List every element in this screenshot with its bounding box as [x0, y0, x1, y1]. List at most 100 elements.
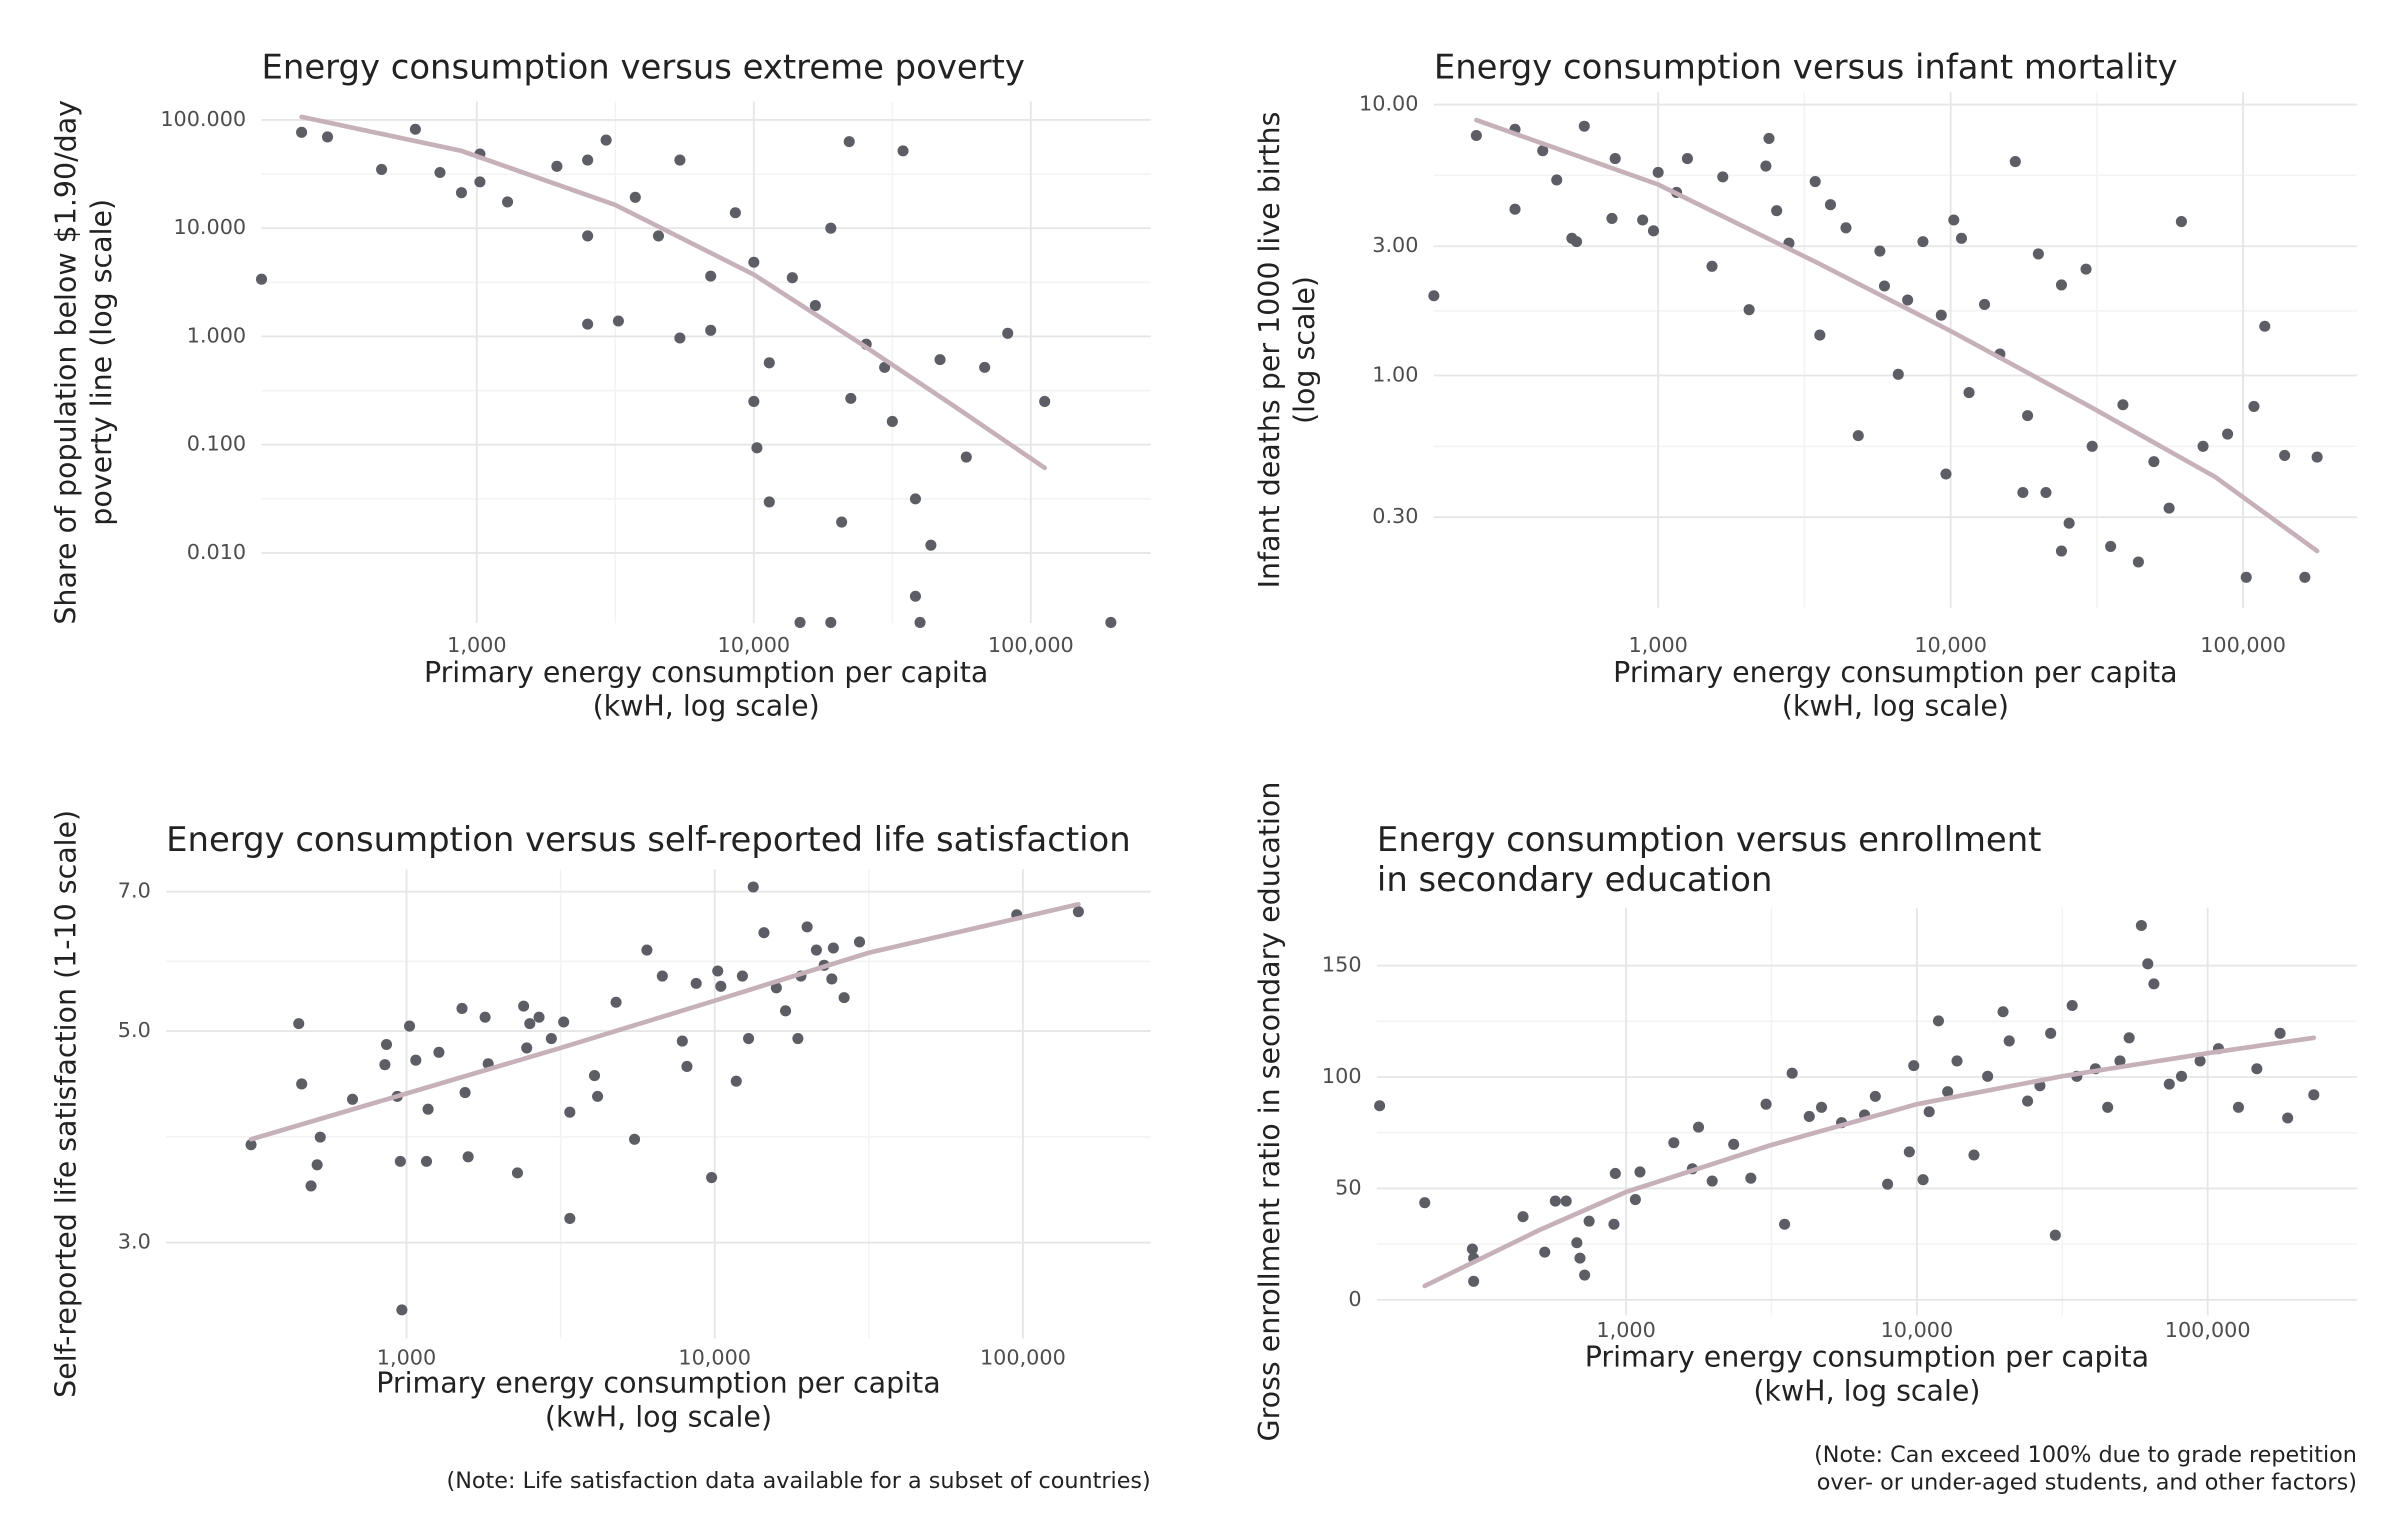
- panel: 1,000 10,000 100,000 0.010 0.100 1.000 10.000 1…: [50, 48, 1151, 723]
- data-point: [2105, 540, 2117, 552]
- data-point: [729, 207, 741, 219]
- data-point: [1869, 1090, 1881, 1102]
- y-tick-label: 100: [1322, 1064, 1362, 1088]
- data-point: [748, 395, 760, 407]
- data-point: [314, 1131, 326, 1143]
- data-point: [582, 230, 594, 242]
- data-point: [1717, 171, 1729, 183]
- x-tick-label: 1,000: [377, 1345, 436, 1369]
- data-point: [2003, 1035, 2015, 1047]
- data-point: [321, 131, 334, 143]
- x-axis-label: Primary energy consumption per capita: [1585, 1340, 2149, 1373]
- data-point: [456, 1002, 468, 1015]
- data-point: [2022, 410, 2034, 422]
- data-point: [2251, 1063, 2263, 1075]
- data-point: [2274, 1027, 2286, 1039]
- data-point: [2194, 1055, 2206, 1067]
- data-point: [479, 1011, 491, 1023]
- data-point: [1824, 199, 1837, 211]
- data-point: [886, 415, 898, 427]
- data-point: [1652, 166, 1664, 178]
- data-point: [1760, 1098, 1772, 1110]
- data-point: [379, 1059, 391, 1071]
- data-point: [545, 1033, 557, 1045]
- data-point: [2308, 1089, 2320, 1101]
- data-point: [1105, 616, 1117, 628]
- data-point: [455, 187, 468, 199]
- data-point: [1549, 1195, 1561, 1207]
- trend-line: [248, 901, 1081, 1142]
- y-axis-label: Share of population below $1.90/day: [50, 100, 83, 625]
- data-point: [2086, 440, 2098, 452]
- data-point: [1743, 304, 1755, 316]
- x-axis-label: (kwH, log scale): [545, 1400, 772, 1433]
- data-point: [2282, 1112, 2294, 1124]
- y-tick-label: 150: [1322, 953, 1362, 977]
- data-point: [1763, 132, 1775, 144]
- data-point: [396, 1304, 408, 1316]
- data-point: [1517, 1211, 1529, 1223]
- data-point: [2117, 399, 2129, 411]
- data-point: [925, 539, 937, 551]
- y-tick-label: 3.00: [1372, 233, 1418, 257]
- data-point: [420, 1155, 433, 1167]
- data-point: [656, 970, 668, 982]
- data-point: [551, 160, 563, 172]
- data-point: [2163, 1078, 2175, 1090]
- y-tick-label: 0.30: [1372, 504, 1418, 528]
- data-point: [748, 256, 760, 268]
- data-point: [409, 123, 421, 135]
- data-point: [2032, 248, 2044, 260]
- data-point: [434, 166, 446, 179]
- data-point: [2299, 571, 2311, 583]
- data-point: [960, 451, 972, 463]
- data-point: [629, 191, 641, 203]
- x-tick-label: 1,000: [1596, 1318, 1655, 1342]
- data-point: [2259, 320, 2271, 332]
- data-point: [245, 1139, 257, 1151]
- data-point: [1728, 1138, 1740, 1150]
- x-axis-label: (kwH, log scale): [1782, 690, 2009, 723]
- x-tick-label: 1,000: [447, 633, 506, 657]
- data-point: [582, 154, 594, 166]
- data-point: [736, 970, 748, 982]
- chart-title: Energy consumption versus extreme povert…: [262, 48, 1025, 87]
- data-point: [1668, 1137, 1680, 1149]
- data-point: [592, 1090, 604, 1102]
- data-point: [256, 273, 268, 285]
- x-axis-label: Primary energy consumption per capita: [376, 1367, 940, 1400]
- data-point: [2022, 1095, 2034, 1107]
- data-point: [2040, 486, 2052, 499]
- data-point: [979, 361, 991, 373]
- data-point: [533, 1011, 545, 1023]
- x-tick-label: 10,000: [1914, 633, 1987, 657]
- data-point: [810, 944, 822, 956]
- y-axis-label: poverty line (log scale): [85, 199, 118, 526]
- data-point: [296, 1078, 308, 1090]
- data-point: [1039, 395, 1051, 407]
- trend-line: [299, 114, 1048, 471]
- data-point: [2279, 449, 2291, 461]
- data-point: [1882, 1178, 1894, 1190]
- data-point: [1908, 1060, 1920, 1072]
- data-point: [1606, 212, 1618, 224]
- data-point: [715, 980, 727, 992]
- y-tick-label: 1.000: [187, 323, 246, 347]
- data-point: [2175, 216, 2187, 228]
- data-point: [786, 272, 798, 284]
- x-axis-label: Primary energy consumption per capita: [424, 656, 988, 689]
- trend-line: [1422, 1035, 2317, 1289]
- data-point: [346, 1093, 359, 1105]
- data-point: [1509, 203, 1521, 215]
- data-point: [1706, 260, 1718, 272]
- data-point: [2049, 1229, 2061, 1241]
- y-axis-label: Gross enrollment ratio in secondary educ…: [1253, 782, 1286, 1442]
- data-point: [1786, 1067, 1798, 1079]
- data-point: [2135, 919, 2147, 932]
- data-point: [825, 616, 837, 628]
- data-point: [2017, 486, 2029, 499]
- data-point: [897, 145, 909, 157]
- data-point: [2232, 1101, 2245, 1113]
- note: over- or under-aged students, and other …: [1817, 1470, 2357, 1496]
- data-point: [1948, 214, 1960, 226]
